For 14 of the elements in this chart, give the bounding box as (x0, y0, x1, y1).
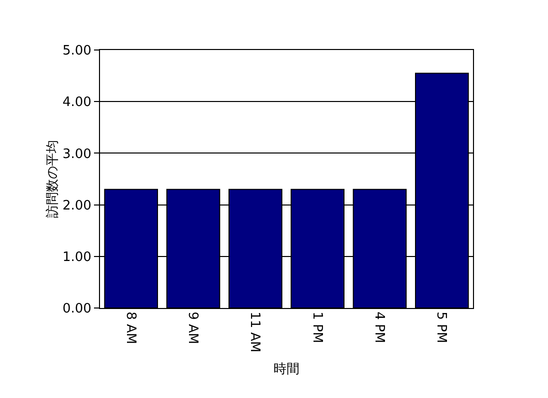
y-tick-label: 1.00 (62, 250, 92, 265)
y-tick-label: 2.00 (62, 198, 92, 214)
x-tick-label: 1 PM (309, 312, 324, 344)
y-tick-label: 0.00 (62, 302, 92, 317)
y-tick-label: 3.00 (62, 146, 92, 162)
x-tick-label: 11 AM (247, 312, 262, 352)
y-axis-title: 訪問数の平均 (45, 140, 60, 218)
x-tick-label: 9 AM (185, 312, 200, 344)
y-tick-label: 5.00 (62, 44, 92, 59)
x-tick-label: 8 AM (122, 312, 138, 344)
x-axis-title: 時間 (274, 362, 300, 377)
y-tick-label: 4.00 (62, 95, 92, 110)
x-tick-label: 4 PM (372, 312, 387, 344)
x-tick-label: 5 PM (434, 312, 449, 344)
